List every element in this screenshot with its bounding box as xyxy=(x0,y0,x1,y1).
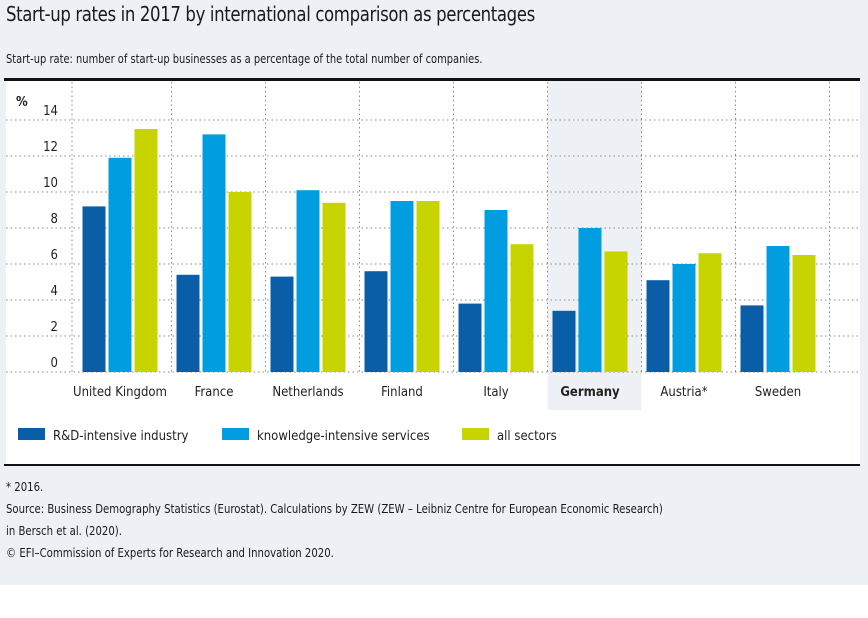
bar-2-5 xyxy=(604,251,628,372)
bar-0-1 xyxy=(176,274,200,372)
category-label: Italy xyxy=(483,385,508,400)
legend-label-1: knowledge-intensive services xyxy=(257,429,430,444)
category-label: Finland xyxy=(381,385,423,400)
y-tick-label: 10 xyxy=(43,176,58,191)
bar-1-5 xyxy=(578,228,602,372)
category-label: Netherlands xyxy=(272,385,343,400)
category-label: France xyxy=(195,385,234,400)
bar-1-4 xyxy=(484,210,508,372)
category-label: Sweden xyxy=(755,385,801,400)
legend-swatch-0 xyxy=(18,428,45,440)
footnote: * 2016. xyxy=(6,479,44,494)
bar-1-3 xyxy=(390,201,414,372)
bottom-rule xyxy=(4,464,860,466)
top-rule xyxy=(4,78,860,81)
y-axis-label: % xyxy=(16,95,28,110)
y-tick-label: 8 xyxy=(51,212,58,227)
y-tick-label: 12 xyxy=(43,140,58,155)
bar-2-2 xyxy=(322,202,346,372)
bar-2-3 xyxy=(416,201,440,372)
bar-0-5 xyxy=(552,310,576,372)
legend-swatch-1 xyxy=(222,428,249,440)
source-line-2: in Bersch et al. (2020). xyxy=(6,523,122,538)
bar-1-0 xyxy=(108,157,132,372)
notes: * 2016. Source: Business Demography Stat… xyxy=(6,476,663,564)
legend-label-0: R&D-intensive industry xyxy=(53,429,188,444)
bar-1-2 xyxy=(296,190,320,372)
bar-2-6 xyxy=(698,253,722,372)
legend-label-2: all sectors xyxy=(497,429,557,444)
y-tick-label: 2 xyxy=(51,320,58,335)
bar-1-7 xyxy=(766,246,790,372)
y-tick-label: 0 xyxy=(51,356,58,371)
y-tick-label: 6 xyxy=(51,248,58,263)
category-label: Germany xyxy=(560,385,620,400)
legend-swatch-2 xyxy=(462,428,489,440)
bar-0-7 xyxy=(740,305,764,372)
bar-2-1 xyxy=(228,192,252,372)
bar-0-0 xyxy=(82,206,106,372)
bar-0-6 xyxy=(646,280,670,372)
y-tick-label: 14 xyxy=(43,104,58,119)
bar-0-2 xyxy=(270,276,294,372)
category-label: United Kingdom xyxy=(73,385,167,400)
bar-chart: 0 2 4 6 8 10 12 14% United Kingdom France Netherla… xyxy=(6,81,860,444)
bar-0-3 xyxy=(364,271,388,372)
bar-0-4 xyxy=(458,303,482,372)
bar-2-7 xyxy=(792,255,816,372)
chart-title: Start-up rates in 2017 by international … xyxy=(6,2,535,26)
y-tick-label: 4 xyxy=(51,284,58,299)
bar-2-4 xyxy=(510,244,534,372)
category-label: Austria* xyxy=(660,385,707,400)
source-line-1: Source: Business Demography Statistics (… xyxy=(6,501,663,516)
copyright: © EFI–Commission of Experts for Research… xyxy=(6,545,334,560)
chart-subtitle: Start-up rate: number of start-up busine… xyxy=(6,51,483,66)
bar-2-0 xyxy=(134,129,158,372)
bar-1-1 xyxy=(202,134,226,372)
bar-1-6 xyxy=(672,264,696,372)
